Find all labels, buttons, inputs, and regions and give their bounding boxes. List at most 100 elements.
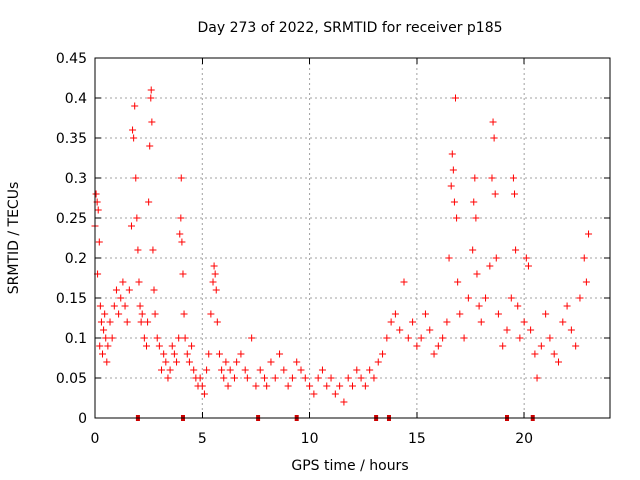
data-points [91,86,593,406]
data-point [145,198,153,206]
data-point [127,222,135,230]
data-point [144,318,152,326]
data-point [226,366,234,374]
data-point [417,334,425,342]
data-point [314,374,322,382]
data-point [516,334,524,342]
data-point [582,278,590,286]
data-point [546,334,554,342]
data-point [567,326,575,334]
data-point [209,278,217,286]
data-point [132,174,140,182]
data-point [374,358,382,366]
data-point [486,262,494,270]
data-point [527,326,535,334]
data-point [492,254,500,262]
data-point [185,358,193,366]
data-point [471,174,479,182]
data-point [263,382,271,390]
data-point [340,398,348,406]
data-point [509,174,517,182]
x-axis-label: GPS time / hours [291,458,408,474]
data-point [222,358,230,366]
data-point [454,278,462,286]
data-point [94,206,102,214]
data-point [133,214,141,222]
data-point [576,294,584,302]
data-point [383,334,391,342]
data-point [112,286,120,294]
data-point [306,382,314,390]
data-point [104,342,112,350]
data-point [136,302,144,310]
y-tick-label: 0.35 [56,131,87,147]
data-point [366,366,374,374]
data-point [430,350,438,358]
data-point [213,318,221,326]
x-tick-label: 0 [91,431,100,447]
data-point [585,230,593,238]
data-point [241,366,249,374]
data-point [179,270,187,278]
data-point [147,86,155,94]
data-point [212,286,220,294]
data-point [426,326,434,334]
data-point [387,318,395,326]
data-point [357,374,365,382]
grid-lines [95,58,610,418]
data-point [155,342,163,350]
data-point [297,366,305,374]
data-point [237,350,245,358]
data-point [176,230,184,238]
data-point [572,342,580,350]
data-point [121,302,129,310]
data-point [162,358,170,366]
data-point [555,358,562,366]
data-point [453,214,461,222]
data-point [102,334,110,342]
data-point [175,334,183,342]
data-point [143,342,150,350]
data-point [445,254,453,262]
data-point [248,334,256,342]
data-point [511,190,519,198]
data-point [533,374,541,382]
x-tick-label: 20 [515,431,533,447]
data-point [284,382,292,390]
data-point [166,366,174,374]
data-point [450,198,458,206]
data-point [198,382,206,390]
data-point [129,126,137,134]
chart-title: Day 273 of 2022, SRMTID for receiver p18… [197,20,502,36]
data-point [181,334,189,342]
data-point [396,326,404,334]
data-point [353,366,361,374]
data-point [475,302,483,310]
data-point [224,382,232,390]
data-point [460,334,468,342]
data-point [153,334,161,342]
data-point [482,294,490,302]
data-point [215,350,223,358]
data-point [210,262,218,270]
data-point [108,334,116,342]
data-point [550,350,558,358]
y-tick-label: 0.4 [65,91,87,107]
data-point [115,310,123,318]
data-point [177,214,185,222]
data-point [421,310,429,318]
data-point [448,150,456,158]
data-point [190,366,198,374]
data-point [151,310,159,318]
data-point [409,318,417,326]
data-point [140,334,148,342]
data-point [301,374,309,382]
axis-ticks: 0 0.05 0.1 0.15 0.2 0.25 0.3 0.35 0.4 0.45 0 5 10 15 2… [56,51,610,447]
x-tick-label: 10 [301,431,319,447]
data-point [489,118,497,126]
data-point [439,334,447,342]
data-point [200,390,208,398]
data-point [490,134,498,142]
data-point [218,366,226,374]
data-point [370,374,378,382]
